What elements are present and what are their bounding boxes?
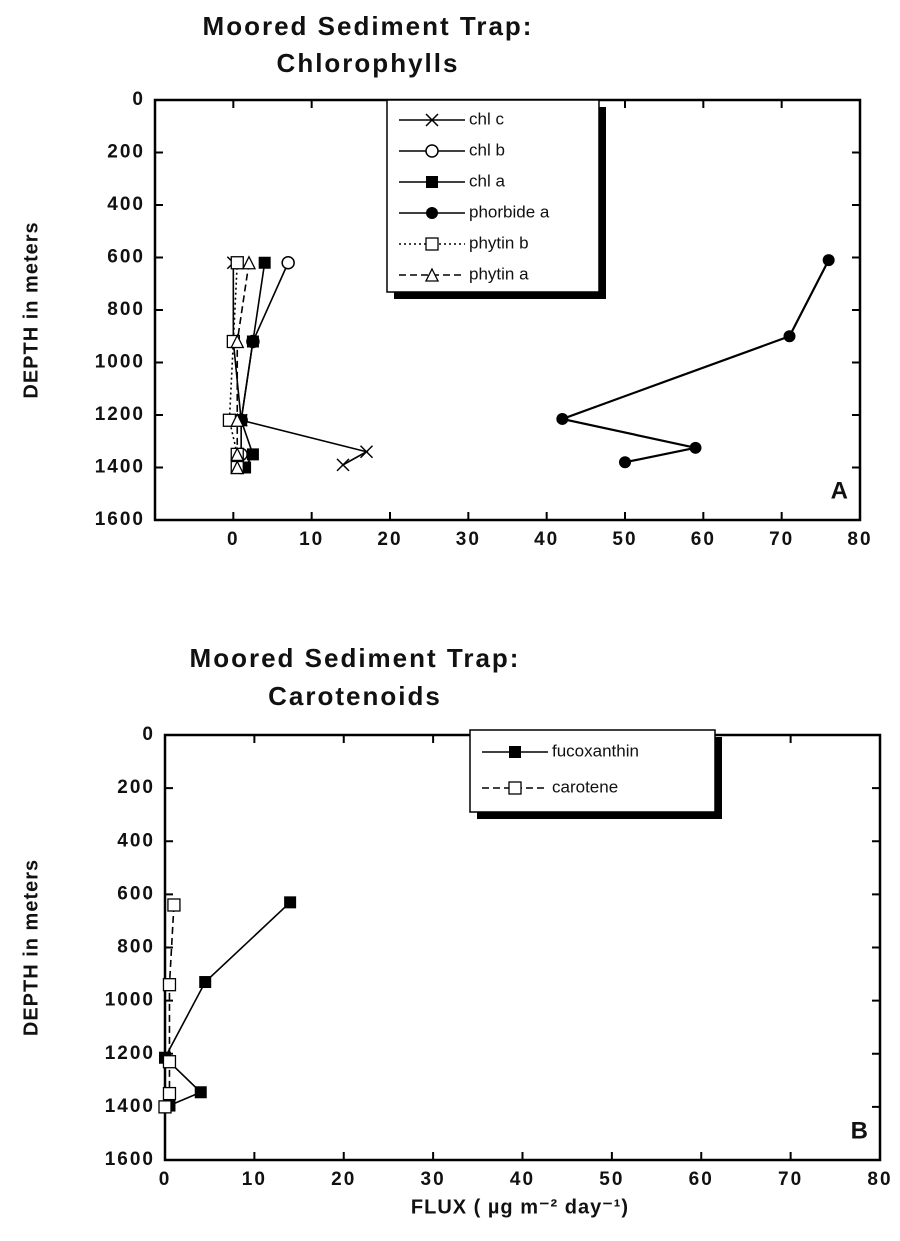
marker — [426, 207, 438, 219]
series-line — [232, 262, 369, 466]
marker — [689, 441, 702, 454]
legend-label: chl c — [469, 109, 504, 128]
x-tick-label: 20 — [331, 1169, 356, 1190]
y-tick-label: 1600 — [95, 509, 145, 530]
marker — [424, 267, 440, 282]
marker — [509, 746, 521, 758]
y-axis-label: DEPTH in meters — [20, 221, 42, 398]
marker — [162, 1055, 177, 1069]
marker — [556, 412, 569, 425]
legend-label: phytin b — [469, 233, 529, 252]
y-tick-label: 1000 — [95, 352, 145, 373]
y-tick-label: 400 — [117, 830, 155, 851]
series-line — [240, 262, 266, 468]
y-tick-label: 0 — [142, 724, 155, 745]
marker — [783, 330, 796, 343]
y-tick-label: 1200 — [95, 404, 145, 425]
x-tick-label: 60 — [689, 1169, 714, 1190]
x-tick-label: 80 — [867, 1169, 892, 1190]
y-tick-label: 1600 — [105, 1149, 155, 1170]
series-line — [164, 901, 291, 1107]
marker — [199, 976, 212, 989]
marker — [425, 144, 439, 158]
marker — [619, 456, 631, 469]
marker — [425, 113, 439, 127]
y-tick-label: 200 — [117, 777, 155, 798]
marker — [230, 256, 244, 270]
marker — [284, 896, 297, 909]
x-tick-label: 60 — [691, 529, 716, 550]
marker — [336, 458, 350, 472]
x-tick-label: 40 — [534, 529, 559, 550]
x-tick-label: 40 — [510, 1169, 535, 1190]
legend-label: carotene — [552, 777, 618, 796]
marker — [426, 176, 438, 188]
legend-label: fucoxanthin — [552, 741, 639, 760]
y-tick-label: 800 — [117, 937, 155, 958]
chart-title: Carotenoids — [268, 681, 442, 711]
marker — [359, 445, 374, 459]
y-tick-label: 800 — [107, 299, 145, 320]
panel-letter: B — [851, 1117, 868, 1144]
x-axis-label: FLUX ( µg m⁻² day⁻¹) — [411, 1196, 629, 1218]
x-tick-label: 30 — [456, 529, 481, 550]
marker — [281, 256, 295, 270]
x-tick-label: 80 — [847, 529, 872, 550]
marker — [425, 237, 439, 251]
marker — [194, 1086, 207, 1099]
y-tick-label: 1400 — [105, 1096, 155, 1117]
y-tick-label: 200 — [107, 142, 145, 163]
marker — [162, 1086, 177, 1101]
marker — [167, 898, 181, 912]
y-tick-label: 600 — [107, 247, 145, 268]
marker — [158, 1100, 172, 1114]
chart-title: Moored Sediment Trap: — [203, 11, 534, 41]
legend-label: phytin a — [469, 264, 529, 283]
x-tick-label: 20 — [377, 529, 402, 550]
marker — [246, 448, 259, 461]
y-tick-label: 600 — [117, 883, 155, 904]
series-line — [240, 262, 289, 468]
legend-label: chl b — [469, 140, 505, 159]
legend-label: chl a — [469, 171, 505, 190]
x-tick-label: 70 — [778, 1169, 803, 1190]
marker — [258, 256, 271, 269]
panel-letter: A — [831, 477, 848, 504]
legend-box — [386, 99, 600, 293]
chart-title: Moored Sediment Trap: — [190, 643, 521, 673]
marker — [230, 460, 245, 475]
marker — [241, 255, 257, 270]
marker — [246, 335, 259, 348]
marker — [230, 412, 245, 427]
x-tick-label: 10 — [242, 1169, 267, 1190]
y-tick-label: 400 — [107, 194, 145, 215]
chart-title: Chlorophylls — [277, 48, 460, 78]
legend-label: phorbide a — [469, 202, 550, 221]
x-tick-label: 0 — [227, 529, 240, 550]
y-tick-label: 0 — [132, 89, 145, 110]
series-line — [164, 904, 175, 1108]
x-tick-label: 70 — [769, 529, 794, 550]
marker — [230, 334, 245, 349]
x-tick-label: 50 — [599, 1169, 624, 1190]
legend-box — [469, 729, 716, 813]
y-tick-label: 1400 — [95, 457, 145, 478]
marker — [822, 254, 835, 267]
y-tick-label: 1200 — [105, 1043, 155, 1064]
x-tick-label: 50 — [612, 529, 637, 550]
y-tick-label: 1000 — [105, 990, 155, 1011]
y-axis-label: DEPTH in meters — [20, 859, 42, 1036]
marker — [162, 978, 177, 992]
marker — [508, 781, 522, 795]
x-tick-label: 10 — [299, 529, 324, 550]
x-tick-label: 30 — [421, 1169, 446, 1190]
x-tick-label: 0 — [159, 1169, 172, 1190]
